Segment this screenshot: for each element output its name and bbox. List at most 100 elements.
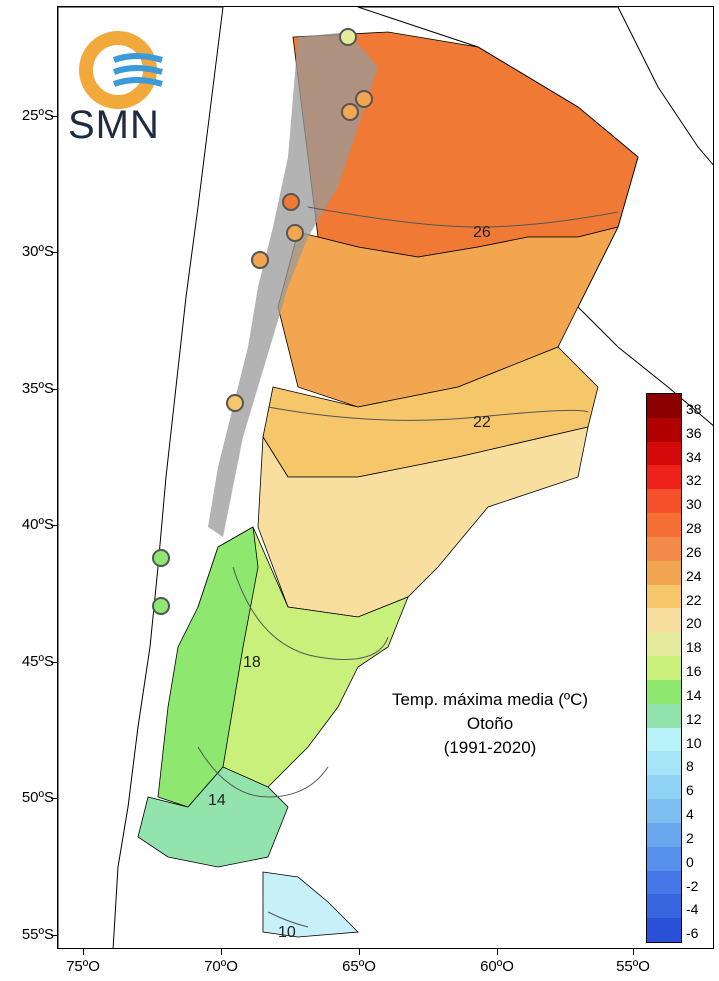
legend-color-cell	[647, 799, 681, 824]
smn-logo-icon	[79, 31, 163, 109]
lat-label-25s: 25ºS	[21, 107, 54, 124]
legend-label: 22	[686, 591, 702, 608]
legend-color-cell	[647, 536, 681, 562]
station-marker	[286, 224, 304, 242]
contour-label-26: 26	[473, 224, 491, 241]
legend-color-cell	[647, 656, 681, 681]
map-frame: 26 22 18 14 10	[57, 6, 714, 949]
legend-color-cell	[647, 703, 681, 729]
chile-outline	[58, 7, 224, 948]
contour-22	[267, 406, 589, 421]
legend-color-cell	[647, 870, 681, 895]
lat-label-30s: 30ºS	[21, 243, 54, 260]
station-marker	[152, 549, 170, 567]
legend-label: 0	[686, 853, 694, 870]
legend-label: 2	[686, 829, 694, 846]
lat-tick	[51, 525, 57, 526]
lat-label-40s: 40ºS	[21, 516, 54, 533]
lon-tick	[221, 949, 222, 955]
legend-label: 28	[686, 520, 702, 537]
color-legend	[646, 393, 682, 943]
station-marker	[355, 90, 373, 108]
legend-color-cell	[647, 846, 681, 871]
legend-label: 30	[686, 496, 702, 513]
contour-26	[307, 206, 619, 228]
legend-color-cell	[647, 441, 681, 466]
map-title-line1: Temp. máxima media (ºC)	[391, 690, 589, 709]
legend-label: 14	[686, 686, 702, 703]
legend-color-cell	[647, 727, 681, 752]
lon-tick	[83, 949, 84, 955]
lat-tick	[51, 389, 57, 390]
lat-tick	[51, 935, 57, 936]
region-warm	[277, 226, 619, 408]
legend-label: 24	[686, 567, 702, 584]
lat-tick	[51, 116, 57, 117]
lat-label-50s: 50ºS	[21, 789, 54, 806]
contour-label-14: 14	[208, 792, 226, 809]
legend-color-cell	[647, 489, 681, 514]
contour-label-22: 22	[473, 414, 491, 431]
legend-label: 18	[686, 639, 702, 656]
legend-color-cell	[647, 394, 681, 419]
lon-label-60o: 60ºO	[480, 958, 514, 975]
lat-label-35s: 35ºS	[21, 380, 54, 397]
andes-shading	[208, 32, 378, 537]
contour-18	[232, 566, 389, 660]
station-markers	[152, 28, 373, 615]
legend-color-cell	[647, 513, 681, 538]
contour-label-10: 10	[278, 924, 296, 941]
lon-tick	[633, 949, 634, 955]
legend-color-cell	[647, 608, 681, 633]
region-teal	[137, 766, 289, 868]
lon-tick	[497, 949, 498, 955]
lon-label-65o: 65ºO	[342, 958, 376, 975]
temperature-map: 26 22 18 14 10	[58, 7, 713, 948]
legend-color-cell	[647, 584, 681, 609]
lon-label-70o: 70ºO	[204, 958, 238, 975]
legend-label: 20	[686, 615, 702, 632]
legend-label: -6	[686, 925, 699, 942]
legend-color-cell	[647, 775, 681, 800]
lat-tick	[51, 798, 57, 799]
legend-color-cell	[647, 632, 681, 657]
lon-label-55o: 55ºO	[616, 958, 650, 975]
contour-label-18: 18	[243, 654, 261, 671]
legend-label: 12	[686, 710, 702, 727]
legend-color-cell	[647, 894, 681, 919]
legend-color-cell	[647, 560, 681, 586]
legend-color-cell	[647, 465, 681, 490]
lat-tick	[51, 662, 57, 663]
station-marker	[226, 394, 244, 412]
legend-label: 10	[686, 734, 702, 751]
legend-color-cell	[647, 417, 681, 443]
legend-label: 16	[686, 663, 702, 680]
contour-14	[197, 746, 329, 798]
lat-label-45s: 45ºS	[21, 653, 54, 670]
legend-label: 36	[686, 424, 702, 441]
region-deep-green	[157, 526, 259, 808]
map-title-line3: (1991-2020)	[443, 738, 537, 757]
legend-label: 26	[686, 543, 702, 560]
legend-color-cell	[647, 822, 681, 848]
station-marker	[282, 193, 300, 211]
station-marker	[341, 103, 359, 121]
lat-label-55s: 55ºS	[21, 926, 54, 943]
lon-tick	[359, 949, 360, 955]
legend-label: 32	[686, 472, 702, 489]
station-marker	[339, 28, 357, 46]
contour-10	[267, 911, 309, 928]
logo-text: SMN	[68, 103, 160, 147]
map-title-line2: Otoño	[466, 714, 514, 733]
legend-label: 8	[686, 758, 694, 775]
map-title: Temp. máxima media (ºC) Otoño (1991-2020…	[330, 688, 650, 760]
legend-label: -4	[686, 901, 699, 918]
lat-tick	[51, 252, 57, 253]
legend-label: 34	[686, 448, 702, 465]
lon-label-75o: 75ºO	[66, 958, 100, 975]
legend-label: -2	[686, 877, 699, 894]
station-marker	[152, 597, 170, 615]
legend-color-cell	[647, 751, 681, 776]
legend-label: 38	[686, 401, 702, 417]
legend-color-cell	[647, 918, 681, 943]
